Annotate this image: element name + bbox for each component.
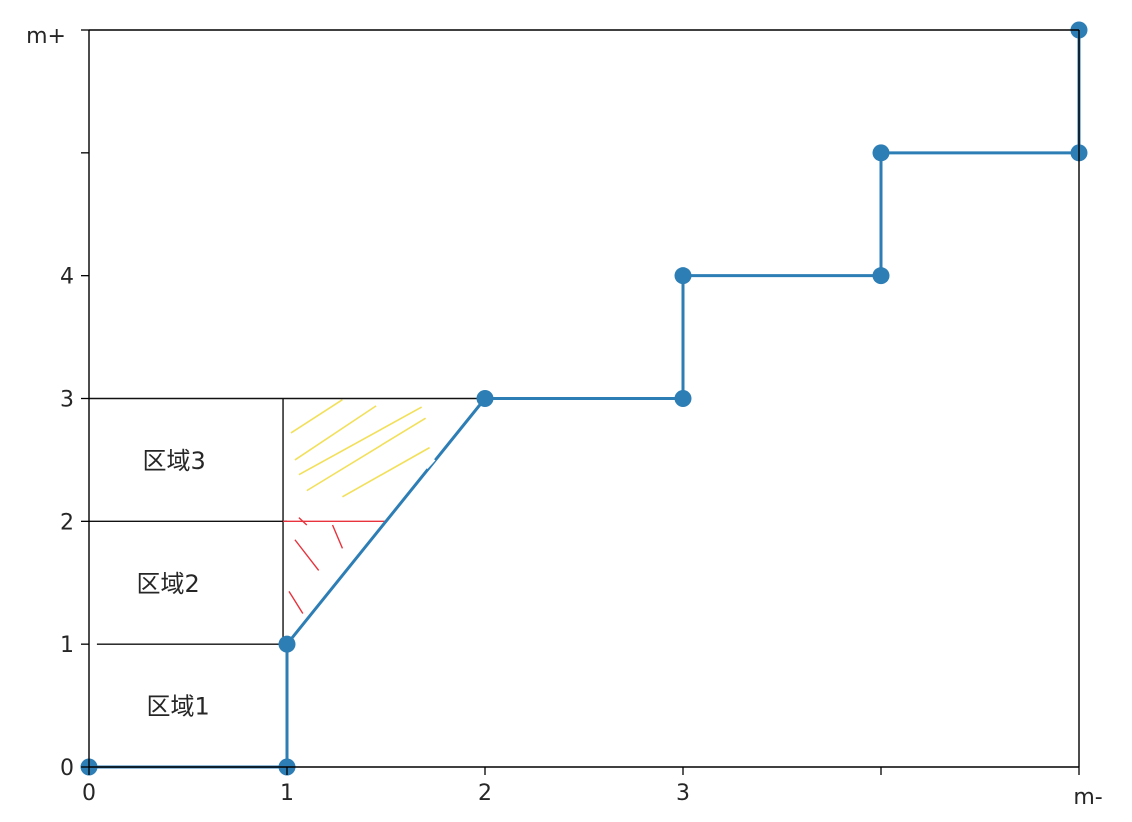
yellow-hatch-stroke-4 xyxy=(306,417,427,492)
axes-layer: 0 1 2 3 0 1 2 3 4 xyxy=(60,29,1080,806)
yellow-hatch-stroke-5 xyxy=(342,446,430,498)
y-axis-label: m+ xyxy=(26,24,66,49)
region-label-2: 区域2 xyxy=(137,570,200,598)
region-label-1: 区域1 xyxy=(146,693,209,721)
series-line-1 xyxy=(89,30,1081,769)
red-hatch-stroke-3 xyxy=(288,590,304,614)
data-point-5 xyxy=(674,390,692,407)
x-tick-label-1: 1 xyxy=(280,781,294,806)
y-tick-label-2: 2 xyxy=(60,510,74,535)
x-tick-label-2: 2 xyxy=(478,781,492,806)
y-tick-label-4: 4 xyxy=(60,265,74,290)
y-tick-label-3: 3 xyxy=(60,388,74,413)
red-hatch-stroke-1 xyxy=(294,539,320,571)
x-tick-label-0: 0 xyxy=(82,781,96,806)
y-tick-label-0: 0 xyxy=(60,756,74,781)
data-point-3 xyxy=(278,635,296,653)
data-point-7 xyxy=(872,267,890,285)
x-tick-label-3: 3 xyxy=(676,781,690,806)
x-axis-label: m- xyxy=(1073,785,1102,810)
y-tick-label-1: 1 xyxy=(60,633,74,658)
yellow-hatch-stroke-2 xyxy=(294,405,377,461)
red-hatch-stroke-2 xyxy=(331,524,344,549)
data-point-8 xyxy=(872,144,890,162)
diagonal-gap xyxy=(423,456,436,469)
data-point-4 xyxy=(476,390,494,407)
region-label-3: 区域3 xyxy=(142,447,205,475)
yellow-hatch-stroke-1 xyxy=(290,399,343,434)
data-point-6 xyxy=(674,267,692,285)
annotation-layer: 区域1 区域2 区域3 xyxy=(89,397,485,721)
yellow-hatch-stroke-3 xyxy=(298,406,423,476)
